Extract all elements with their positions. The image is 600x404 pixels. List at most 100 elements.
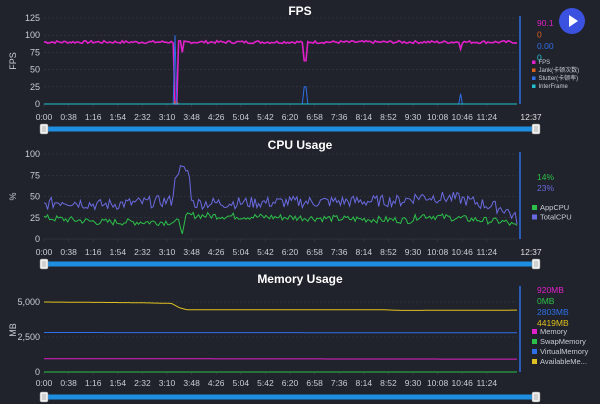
slider-track[interactable]	[44, 261, 540, 267]
x-tick-label: 0:00	[36, 247, 53, 257]
slider-handle-right[interactable]	[531, 391, 541, 403]
range-slider[interactable]	[39, 258, 541, 270]
y-tick-label: 25	[30, 82, 40, 92]
y-axis-label: MB	[8, 323, 18, 337]
x-tick-label: 5:42	[257, 112, 274, 122]
x-tick-label: 8:52	[380, 112, 397, 122]
slider-handle-right[interactable]	[531, 258, 541, 270]
x-tick-label: 1:16	[85, 378, 102, 388]
x-tick-label: 10:08	[427, 112, 449, 122]
x-tick-label: 11:24	[476, 247, 497, 257]
x-tick-label: 4:26	[208, 378, 225, 388]
x-tick-label: 10:08	[427, 378, 449, 388]
x-tick-label: 1:54	[110, 112, 127, 122]
series-line-2	[43, 165, 518, 225]
current-value: 2803MB	[537, 307, 569, 317]
x-tick-label: 9:30	[405, 378, 422, 388]
y-tick-label: 5,000	[17, 297, 40, 307]
y-tick-label: 125	[25, 13, 40, 23]
slider-handle-right[interactable]	[531, 123, 541, 135]
series-line-4	[44, 301, 517, 311]
x-tick-label: 5:04	[233, 112, 250, 122]
x-tick-label: 7:36	[331, 247, 348, 257]
x-tick-label: 10:46	[452, 378, 474, 388]
y-tick-label: 0	[35, 367, 40, 377]
x-tick-label: 9:30	[405, 112, 422, 122]
y-tick-label: 25	[30, 213, 40, 223]
current-value: 90.1	[537, 18, 554, 28]
legend-swatch	[532, 84, 536, 88]
legend-item: VirtualMemory	[540, 347, 588, 356]
legend-swatch	[532, 349, 537, 354]
y-tick-label: 50	[30, 192, 40, 202]
slider-handle-left[interactable]	[39, 123, 49, 135]
legend-swatch	[532, 214, 537, 220]
legend-swatch	[532, 329, 537, 334]
x-tick-label: 5:04	[233, 247, 250, 257]
range-slider[interactable]	[39, 391, 541, 403]
current-value: 23%	[537, 183, 554, 193]
x-tick-label: 0:00	[36, 378, 53, 388]
x-tick-label: 5:04	[233, 378, 250, 388]
x-end-label: 12:37	[520, 247, 542, 257]
x-tick-label: 11:24	[476, 112, 497, 122]
y-tick-label: 2,500	[17, 332, 40, 342]
x-tick-label: 7:36	[331, 378, 348, 388]
current-value: 920MB	[537, 285, 564, 295]
current-value: 0	[537, 30, 542, 40]
x-tick-label: 3:10	[159, 112, 176, 122]
legend-item: Memory	[540, 327, 567, 336]
x-tick-label: 8:52	[380, 247, 397, 257]
current-value: 0.00	[537, 41, 554, 51]
x-tick-label: 3:48	[183, 378, 200, 388]
x-tick-label: 11:24	[476, 378, 497, 388]
x-tick-label: 8:52	[380, 378, 397, 388]
y-axis-label: FPS	[8, 52, 18, 70]
slider-track[interactable]	[44, 126, 540, 132]
slider-track[interactable]	[44, 394, 540, 400]
play-button[interactable]	[559, 8, 585, 34]
y-tick-label: 50	[30, 65, 40, 75]
legend-item: AvailableMe...	[540, 357, 587, 366]
x-tick-label: 8:14	[356, 378, 373, 388]
legend-item: TotalCPU	[540, 213, 572, 222]
slider-handle-left[interactable]	[39, 258, 49, 270]
y-tick-label: 100	[25, 149, 40, 159]
chart-title: Memory Usage	[257, 272, 343, 286]
x-tick-label: 2:32	[134, 247, 151, 257]
legend-item: InterFrame	[539, 84, 569, 90]
x-tick-label: 4:26	[208, 247, 225, 257]
series-line-1	[43, 39, 518, 105]
play-icon	[569, 15, 578, 27]
x-tick-label: 9:30	[405, 247, 422, 257]
y-tick-label: 100	[25, 30, 40, 40]
x-tick-label: 6:20	[282, 112, 299, 122]
legend-item: Jank(卡顿次数)	[539, 66, 580, 74]
current-value: 14%	[537, 172, 554, 182]
legend-swatch	[532, 359, 537, 364]
x-tick-label: 10:46	[452, 247, 474, 257]
y-tick-label: 75	[30, 47, 40, 57]
x-tick-label: 0:38	[60, 378, 77, 388]
x-tick-label: 2:32	[134, 112, 151, 122]
chart-title: CPU Usage	[268, 138, 333, 152]
slider-handle-left[interactable]	[39, 391, 49, 403]
x-tick-label: 0:38	[60, 112, 77, 122]
x-tick-label: 4:26	[208, 112, 225, 122]
x-tick-label: 3:48	[183, 112, 200, 122]
x-tick-label: 1:54	[110, 247, 127, 257]
y-tick-label: 0	[35, 234, 40, 244]
current-value: 0	[537, 53, 542, 63]
x-tick-label: 2:32	[134, 378, 151, 388]
x-tick-label: 6:20	[282, 378, 299, 388]
x-tick-label: 8:14	[356, 247, 373, 257]
x-tick-label: 5:42	[257, 247, 274, 257]
legend-item: AppCPU	[540, 203, 569, 212]
x-tick-label: 3:10	[159, 378, 176, 388]
range-slider[interactable]	[39, 123, 541, 135]
current-value: 0MB	[537, 296, 555, 306]
x-tick-label: 6:58	[306, 247, 323, 257]
legend-swatch	[532, 339, 537, 344]
